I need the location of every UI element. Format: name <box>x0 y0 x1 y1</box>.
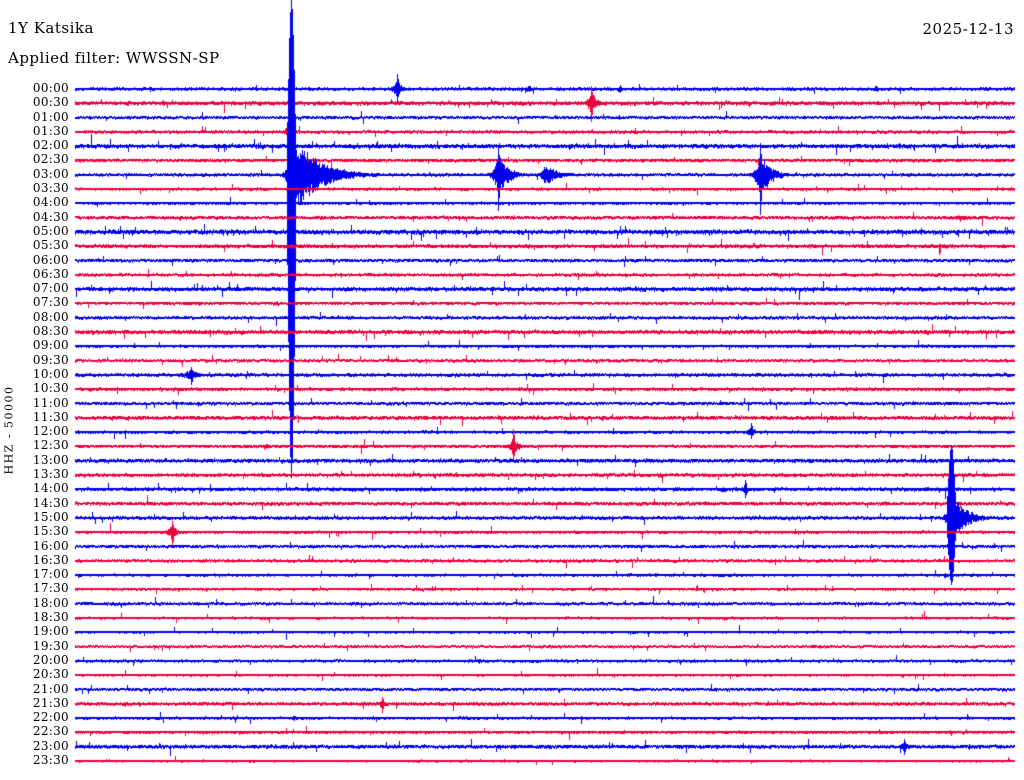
row-time-label: 09:30 <box>32 353 69 367</box>
row-time-label: 05:00 <box>32 224 69 238</box>
row-time-label: 21:30 <box>32 696 69 710</box>
row-time-label: 22:30 <box>32 724 69 738</box>
row-time-label: 23:30 <box>32 753 69 767</box>
row-time-label: 01:30 <box>32 124 69 138</box>
row-time-label: 00:30 <box>32 95 69 109</box>
row-time-label: 17:30 <box>32 581 69 595</box>
station-title: 1Y Katsika <box>8 19 94 37</box>
row-time-label: 10:00 <box>32 367 69 381</box>
row-time-label: 04:30 <box>32 210 69 224</box>
row-time-label: 10:30 <box>32 381 69 395</box>
row-time-label: 15:00 <box>32 510 69 524</box>
date-label: 2025-12-13 <box>922 20 1014 38</box>
row-time-label: 18:30 <box>32 610 69 624</box>
row-time-label: 01:00 <box>32 110 69 124</box>
row-time-label: 06:30 <box>32 267 69 281</box>
filter-label: Applied filter: WWSSN-SP <box>8 49 220 67</box>
row-time-label: 07:30 <box>32 295 69 309</box>
row-time-label: 03:00 <box>32 167 69 181</box>
row-time-label: 14:00 <box>32 481 69 495</box>
row-time-label: 22:00 <box>32 710 69 724</box>
row-time-label: 23:00 <box>32 739 69 753</box>
row-time-label: 19:30 <box>32 639 69 653</box>
row-time-label: 08:00 <box>32 310 69 324</box>
row-time-label: 07:00 <box>32 281 69 295</box>
row-time-label: 00:00 <box>32 81 69 95</box>
row-time-label: 16:00 <box>32 539 69 553</box>
row-time-label: 08:30 <box>32 324 69 338</box>
row-time-label: 18:00 <box>32 596 69 610</box>
row-time-label: 09:00 <box>32 338 69 352</box>
row-time-label: 13:00 <box>32 453 69 467</box>
row-time-label: 20:30 <box>32 667 69 681</box>
row-time-label: 20:00 <box>32 653 69 667</box>
row-time-label: 02:30 <box>32 152 69 166</box>
row-time-label: 03:30 <box>32 181 69 195</box>
row-time-label: 06:00 <box>32 253 69 267</box>
row-time-label: 02:00 <box>32 138 69 152</box>
row-time-label: 16:30 <box>32 553 69 567</box>
row-time-label: 19:00 <box>32 624 69 638</box>
row-time-label: 14:30 <box>32 496 69 510</box>
row-time-label: 12:00 <box>32 424 69 438</box>
row-time-label: 11:00 <box>32 396 69 410</box>
row-time-label: 15:30 <box>32 524 69 538</box>
row-time-label: 05:30 <box>32 238 69 252</box>
time-axis-labels: 00:00 00:30 01:00 01:30 02:00 02:30 03:00 03:30… <box>0 0 72 780</box>
row-time-label: 13:30 <box>32 467 69 481</box>
row-time-label: 17:00 <box>32 567 69 581</box>
row-time-label: 21:00 <box>32 682 69 696</box>
row-time-label: 04:00 <box>32 195 69 209</box>
row-time-label: 11:30 <box>32 410 69 424</box>
row-time-label: 12:30 <box>32 438 69 452</box>
